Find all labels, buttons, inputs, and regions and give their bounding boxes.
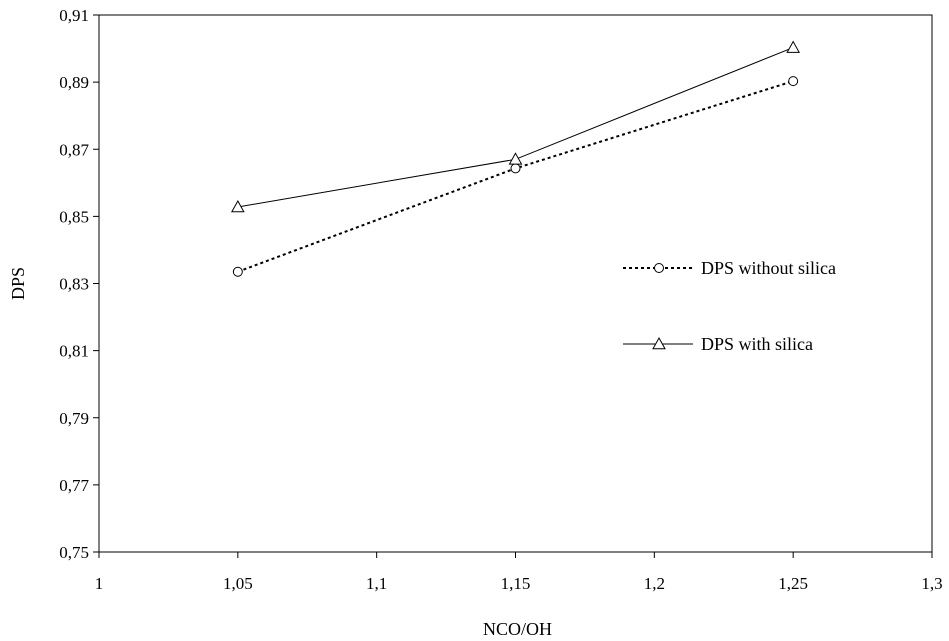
- x-tick-label: 1,3: [921, 574, 942, 593]
- x-tick-label: 1,25: [778, 574, 808, 593]
- legend-label-2: DPS with silica: [701, 334, 813, 354]
- x-tick-label: 1: [95, 574, 104, 593]
- y-tick-label: 0,75: [59, 543, 89, 562]
- legend-triangle-marker: [652, 336, 666, 350]
- legend: DPS without silica DPS with silica: [623, 258, 836, 354]
- axes: 0,75 0,77 0,79 0,81 0,83 0,85 0,87 0,89 0,91 1 1,0…: [8, 6, 943, 639]
- series-layer: [230, 40, 801, 277]
- y-tick-label: 0,77: [59, 476, 89, 495]
- data-point-circle-marker: [510, 163, 521, 174]
- x-tick-label: 1,2: [644, 574, 665, 593]
- legend-circle-marker: [654, 263, 664, 273]
- data-point-triangle-marker: [230, 199, 245, 213]
- x-axis-title: NCO/OH: [483, 619, 552, 639]
- y-tick-label: 0,89: [59, 73, 89, 92]
- y-tick-label: 0,87: [59, 140, 89, 159]
- y-tick-label: 0,79: [59, 409, 89, 428]
- data-point-circle-marker: [788, 76, 799, 87]
- plot-area-frame: [98, 14, 933, 553]
- y-axis-title: DPS: [8, 267, 28, 300]
- series-line-1: [237, 80, 794, 273]
- y-tick-label: 0,83: [59, 275, 89, 294]
- y-tick-label: 0,91: [59, 6, 89, 25]
- y-tick-label: 0,81: [59, 342, 89, 361]
- data-point-triangle-marker: [786, 40, 801, 53]
- y-tick-label: 0,85: [59, 207, 89, 226]
- data-point-circle-marker: [232, 266, 243, 277]
- legend-label-1: DPS without silica: [701, 258, 836, 278]
- x-tick-label: 1,1: [366, 574, 387, 593]
- series-line-2: [237, 47, 794, 208]
- data-point-triangle-marker: [508, 152, 523, 165]
- x-tick-label: 1,05: [223, 574, 253, 593]
- x-tick-label: 1,15: [501, 574, 531, 593]
